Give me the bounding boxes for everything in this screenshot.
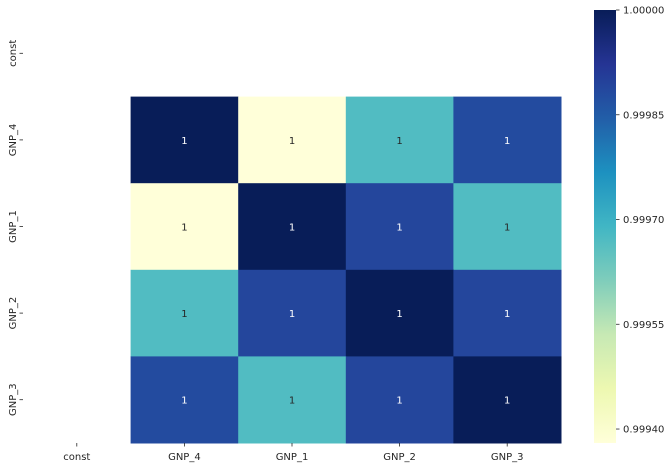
heatmap-cell-GNP_1-GNP_4 xyxy=(130,183,239,271)
heatmap-cell-GNP_4-GNP_3 xyxy=(453,96,562,184)
heatmap-annotations: 1 1 1 1 1 1 1 1 1 1 1 1 1 1 1 1 xyxy=(181,136,510,407)
heatmap-cell-GNP_2-GNP_2 xyxy=(345,269,454,357)
heatmap-cell-GNP_4-GNP_4 xyxy=(130,96,239,184)
y-tick-label-GNP_4: GNP_4 xyxy=(8,124,19,157)
heatmap-cell-GNP_3-GNP_3 xyxy=(453,356,562,444)
cell-annotation-GNP_2-GNP_4: 1 xyxy=(181,309,187,320)
heatmap-cell-GNP_4-GNP_1 xyxy=(238,96,347,184)
heatmap-cell-GNP_1-GNP_3 xyxy=(453,183,562,271)
y-tick-label-GNP_2: GNP_2 xyxy=(8,297,19,330)
colorbar-tick-label-0: 0.99940 xyxy=(623,425,664,436)
colorbar-gradient xyxy=(594,10,616,443)
x-tick-label-GNP_1: GNP_1 xyxy=(276,452,309,463)
heatmap-cell-GNP_2-GNP_3 xyxy=(453,269,562,357)
cell-annotation-GNP_1-GNP_4: 1 xyxy=(181,223,187,234)
cell-annotation-GNP_1-GNP_2: 1 xyxy=(396,223,402,234)
heatmap-cell-GNP_2-GNP_1 xyxy=(238,269,347,357)
cell-annotation-GNP_4-GNP_3: 1 xyxy=(504,136,510,147)
y-tick-label-GNP_1: GNP_1 xyxy=(8,210,19,243)
heatmap-cell-GNP_4-GNP_2 xyxy=(345,96,454,184)
x-tick-label-GNP_2: GNP_2 xyxy=(383,452,416,463)
colorbar-tick-label-3: 0.99985 xyxy=(623,110,664,121)
cell-annotation-GNP_3-GNP_4: 1 xyxy=(181,396,187,407)
heatmap-cell-GNP_3-GNP_4 xyxy=(130,356,239,444)
heatmap-cell-GNP_3-GNP_1 xyxy=(238,356,347,444)
heatmap-cells xyxy=(130,96,562,444)
heatmap-cell-GNP_1-GNP_2 xyxy=(345,183,454,271)
cell-annotation-GNP_3-GNP_3: 1 xyxy=(504,396,510,407)
cell-annotation-GNP_2-GNP_2: 1 xyxy=(396,309,402,320)
x-axis: const GNP_4 GNP_1 GNP_2 GNP_3 xyxy=(63,443,524,463)
heatmap-cell-GNP_1-GNP_1 xyxy=(238,183,347,271)
cell-annotation-GNP_4-GNP_2: 1 xyxy=(396,136,402,147)
y-tick-label-GNP_3: GNP_3 xyxy=(8,383,19,416)
cell-annotation-GNP_2-GNP_3: 1 xyxy=(504,309,510,320)
colorbar-tick-label-1: 0.99955 xyxy=(623,320,664,331)
cell-annotation-GNP_4-GNP_4: 1 xyxy=(181,136,187,147)
x-tick-label-GNP_3: GNP_3 xyxy=(491,452,524,463)
cell-annotation-GNP_2-GNP_1: 1 xyxy=(289,309,295,320)
heatmap-cell-GNP_2-GNP_4 xyxy=(130,269,239,357)
colorbar-tick-label-2: 0.99970 xyxy=(623,215,664,226)
y-axis: const GNP_4 GNP_1 GNP_2 GNP_3 xyxy=(8,40,23,416)
x-tick-label-const: const xyxy=(63,452,90,463)
cell-annotation-GNP_3-GNP_2: 1 xyxy=(396,396,402,407)
colorbar-tick-label-4: 1.00000 xyxy=(623,6,664,17)
x-tick-label-GNP_4: GNP_4 xyxy=(168,452,201,463)
cell-annotation-GNP_1-GNP_1: 1 xyxy=(289,223,295,234)
heatmap-cell-GNP_3-GNP_2 xyxy=(345,356,454,444)
y-tick-label-const: const xyxy=(8,40,19,67)
cell-annotation-GNP_4-GNP_1: 1 xyxy=(289,136,295,147)
cell-annotation-GNP_3-GNP_1: 1 xyxy=(289,396,295,407)
colorbar: 0.99940 0.99955 0.99970 0.99985 1.00000 xyxy=(594,6,664,443)
cell-annotation-GNP_1-GNP_3: 1 xyxy=(504,223,510,234)
